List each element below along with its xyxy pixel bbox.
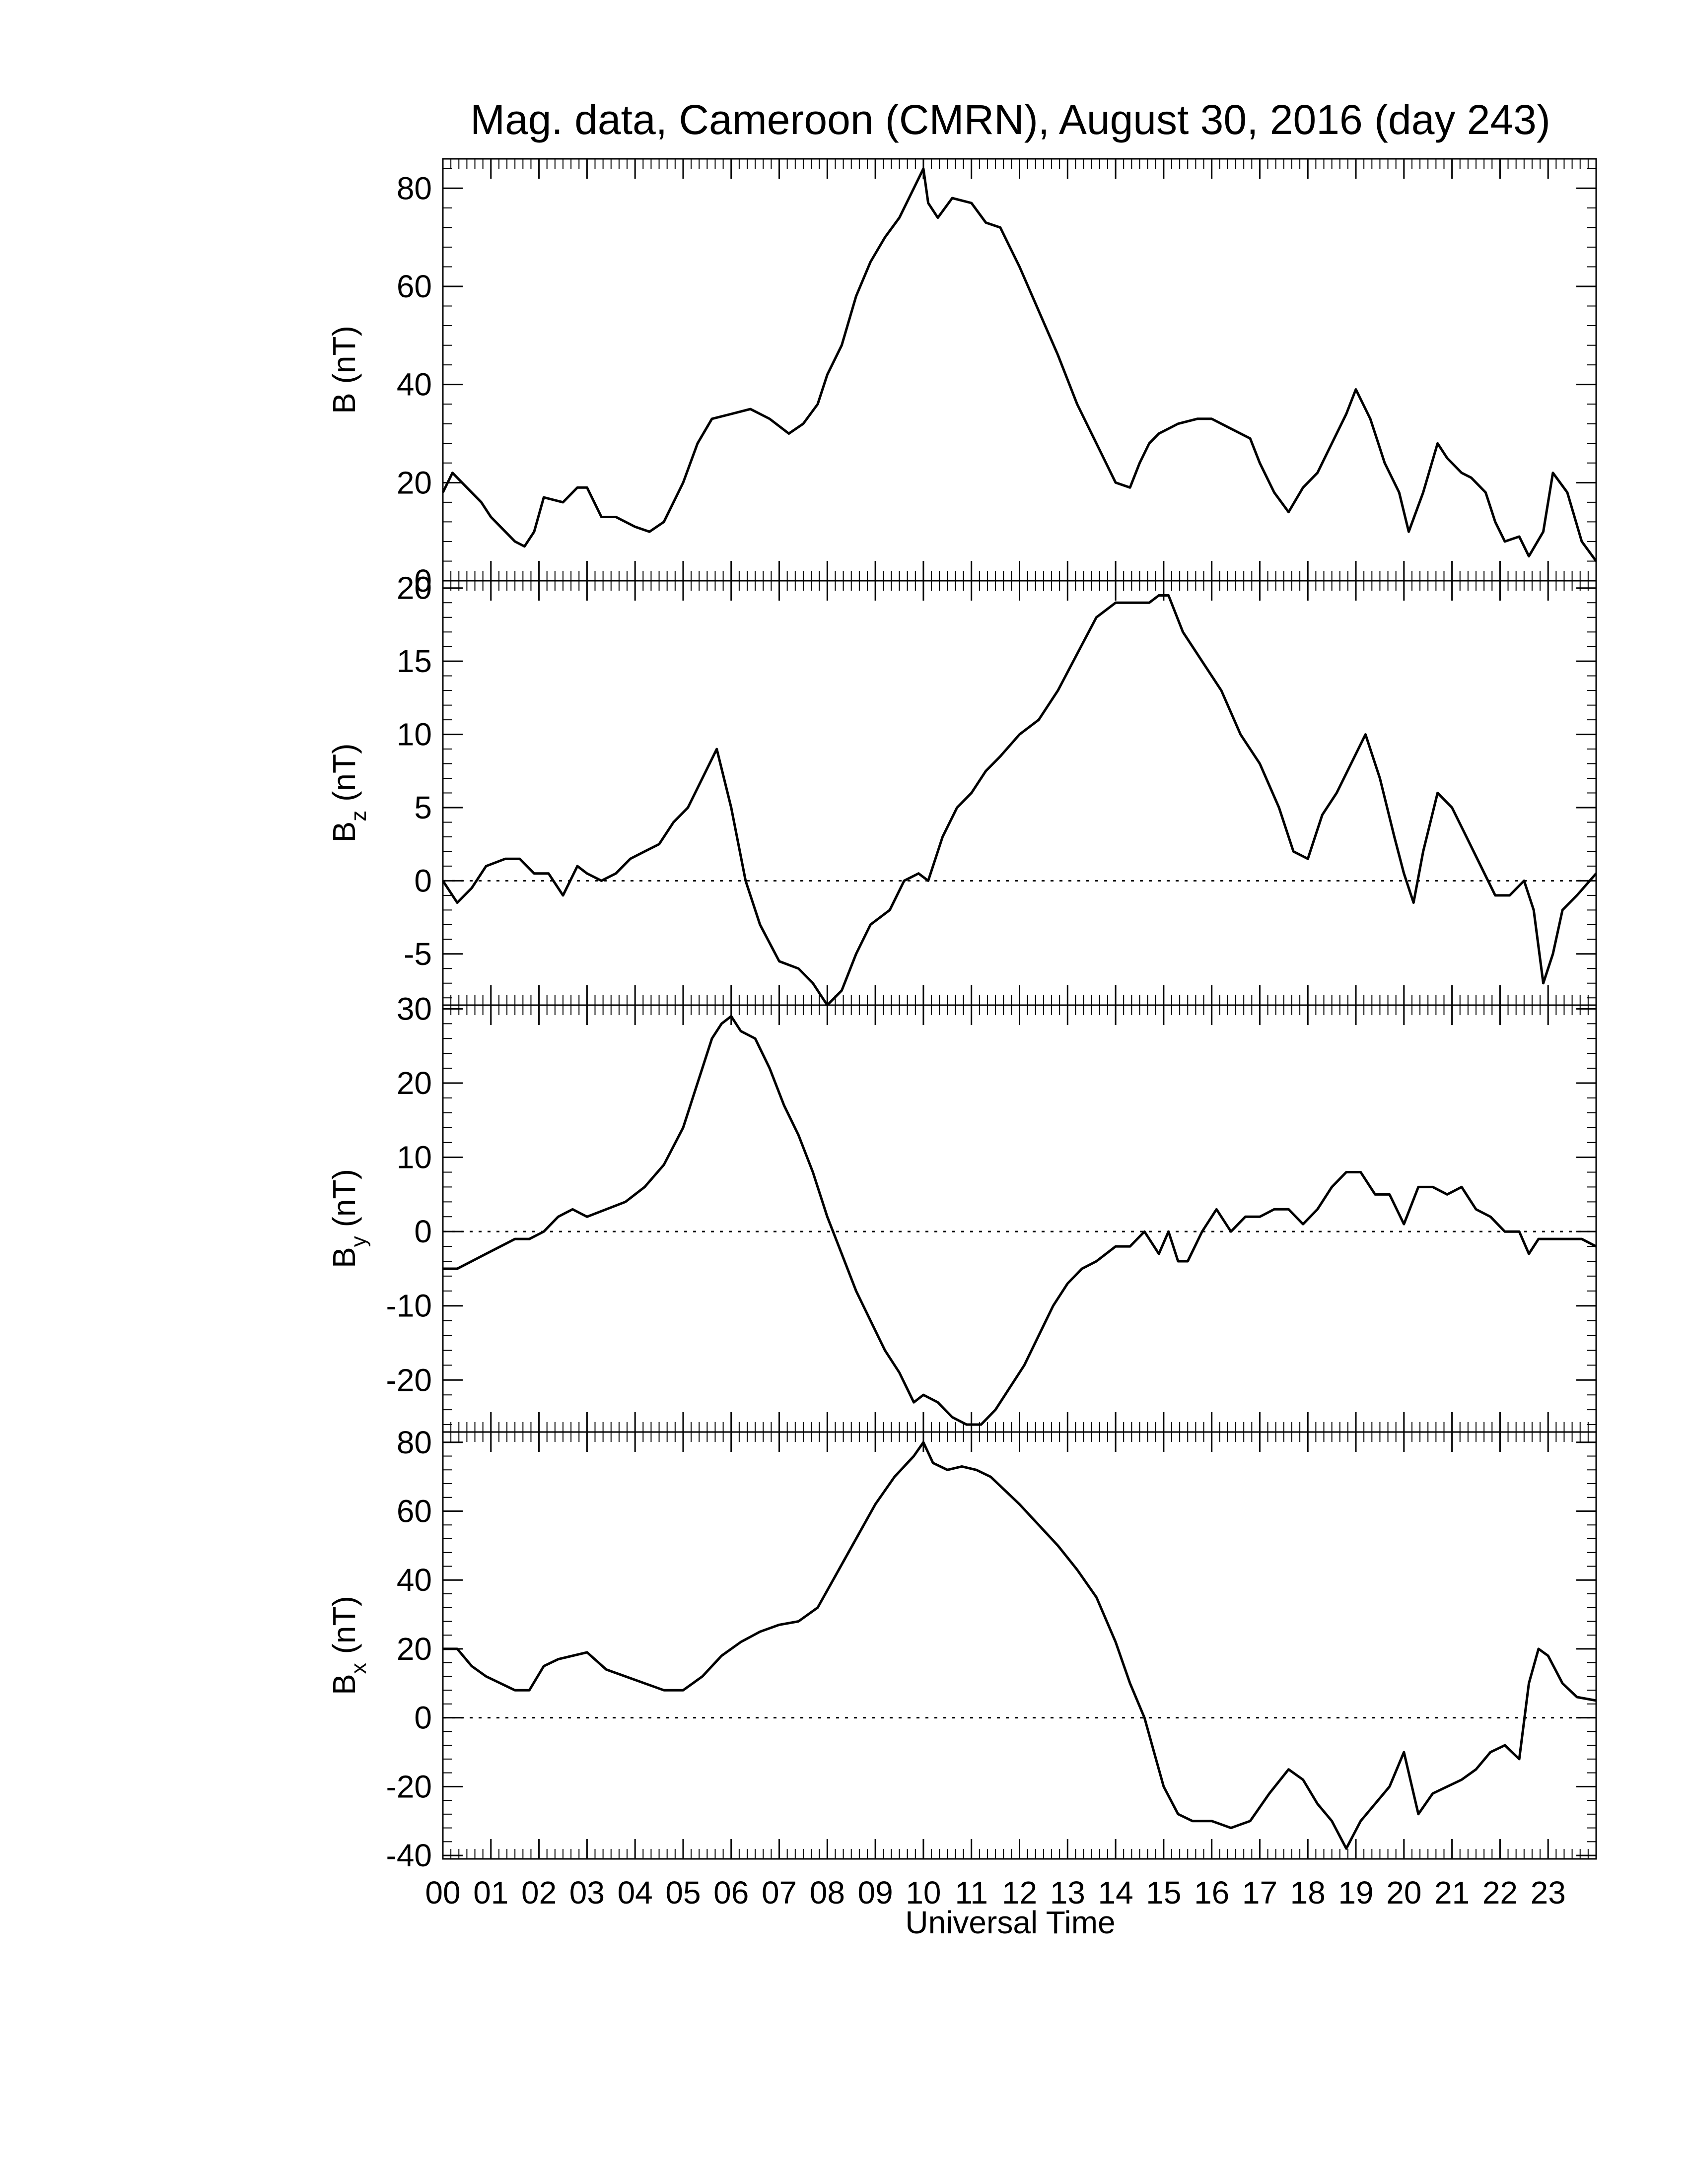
x-tick-label: 09 (858, 1875, 893, 1911)
y-axis-label: By (nT) (326, 1169, 371, 1268)
y-axis-label: Bz (nT) (326, 744, 371, 843)
panel-b: 0 20 40 60 80 B (nT) (326, 158, 1598, 599)
y-tick-label: 15 (397, 643, 432, 679)
y-tick-label: 60 (397, 1494, 432, 1529)
y-tick-label: 30 (397, 991, 432, 1026)
x-tick-label: 05 (665, 1875, 701, 1911)
panel-by: -20 -10 0 10 20 30 By (nT) (326, 991, 1597, 1433)
x-tick-label: 08 (810, 1875, 845, 1911)
y-tick-label: 10 (397, 717, 432, 752)
y-tick-label: 0 (414, 563, 432, 599)
series-line-bx (443, 1441, 1597, 1850)
y-tick-label: -40 (386, 1838, 432, 1873)
x-tick-label: 03 (569, 1875, 605, 1911)
y-tick-label: -20 (386, 1362, 432, 1398)
x-tick-label: 12 (1002, 1875, 1037, 1911)
series-line-bz (441, 594, 1597, 1007)
x-tick-label: 14 (1098, 1875, 1133, 1911)
x-tick-label: 13 (1050, 1875, 1085, 1911)
x-tick-label: 23 (1531, 1875, 1566, 1911)
y-tick-label: 20 (397, 1065, 432, 1101)
x-axis-label: Universal Time (905, 1905, 1115, 1940)
y-tick-label: 40 (397, 1562, 432, 1598)
x-tick-label: 02 (521, 1875, 557, 1911)
y-tick-label: -10 (386, 1288, 432, 1324)
y-tick-label: 10 (397, 1140, 432, 1175)
x-tick-label: 19 (1338, 1875, 1373, 1911)
panel-frame (442, 1004, 1597, 1433)
y-tick-label: 60 (397, 269, 432, 304)
y-axis-label: Bx (nT) (326, 1596, 371, 1695)
x-tick-label: 01 (473, 1875, 508, 1911)
y-tick-label: 80 (397, 170, 432, 206)
panel-frame (442, 580, 1597, 1006)
x-tick-label: 10 (906, 1875, 941, 1911)
x-tick-label: 07 (762, 1875, 797, 1911)
series-line-b (441, 167, 1598, 562)
x-tick-label: 17 (1242, 1875, 1277, 1911)
x-tick-label: 11 (955, 1875, 987, 1911)
series-line-by (443, 1015, 1597, 1426)
y-tick-label: 0 (414, 1214, 432, 1249)
panel-frame (442, 1431, 1597, 1860)
y-tick-label: 20 (397, 1631, 432, 1667)
panel-bz: -5 0 5 10 15 20 Bz (nT) (326, 570, 1597, 1007)
x-tick-label: 20 (1386, 1875, 1421, 1911)
y-axis-label: B (nT) (326, 326, 362, 414)
y-tick-label: 20 (397, 465, 432, 500)
y-tick-label: 40 (397, 367, 432, 403)
x-tick-label: 06 (713, 1875, 749, 1911)
y-tick-label: 5 (414, 790, 432, 825)
x-tick-label: 15 (1146, 1875, 1181, 1911)
y-tick-label: 80 (397, 1425, 432, 1460)
chart-title: Mag. data, Cameroon (CMRN), August 30, 2… (470, 96, 1550, 143)
x-tick-label: 18 (1290, 1875, 1326, 1911)
x-tick-label: 04 (618, 1875, 653, 1911)
panel-bx: -40 -20 0 20 40 60 80 Bx (nT) (326, 1425, 1597, 1873)
y-tick-label: 0 (414, 863, 432, 898)
y-tick-label: -20 (386, 1769, 432, 1804)
x-tick-label: 21 (1434, 1875, 1470, 1911)
x-tick-label: 16 (1194, 1875, 1229, 1911)
y-tick-label: -5 (404, 936, 432, 972)
x-tick-label: 22 (1482, 1875, 1518, 1911)
y-tick-label: 20 (397, 570, 432, 606)
y-tick-label: 0 (414, 1700, 432, 1736)
x-tick-labels: 00 01 02 03 04 05 06 07 08 09 10 11 12 13 14 15 16 17 18 19… (425, 1875, 1565, 1911)
x-tick-label: 00 (425, 1875, 460, 1911)
